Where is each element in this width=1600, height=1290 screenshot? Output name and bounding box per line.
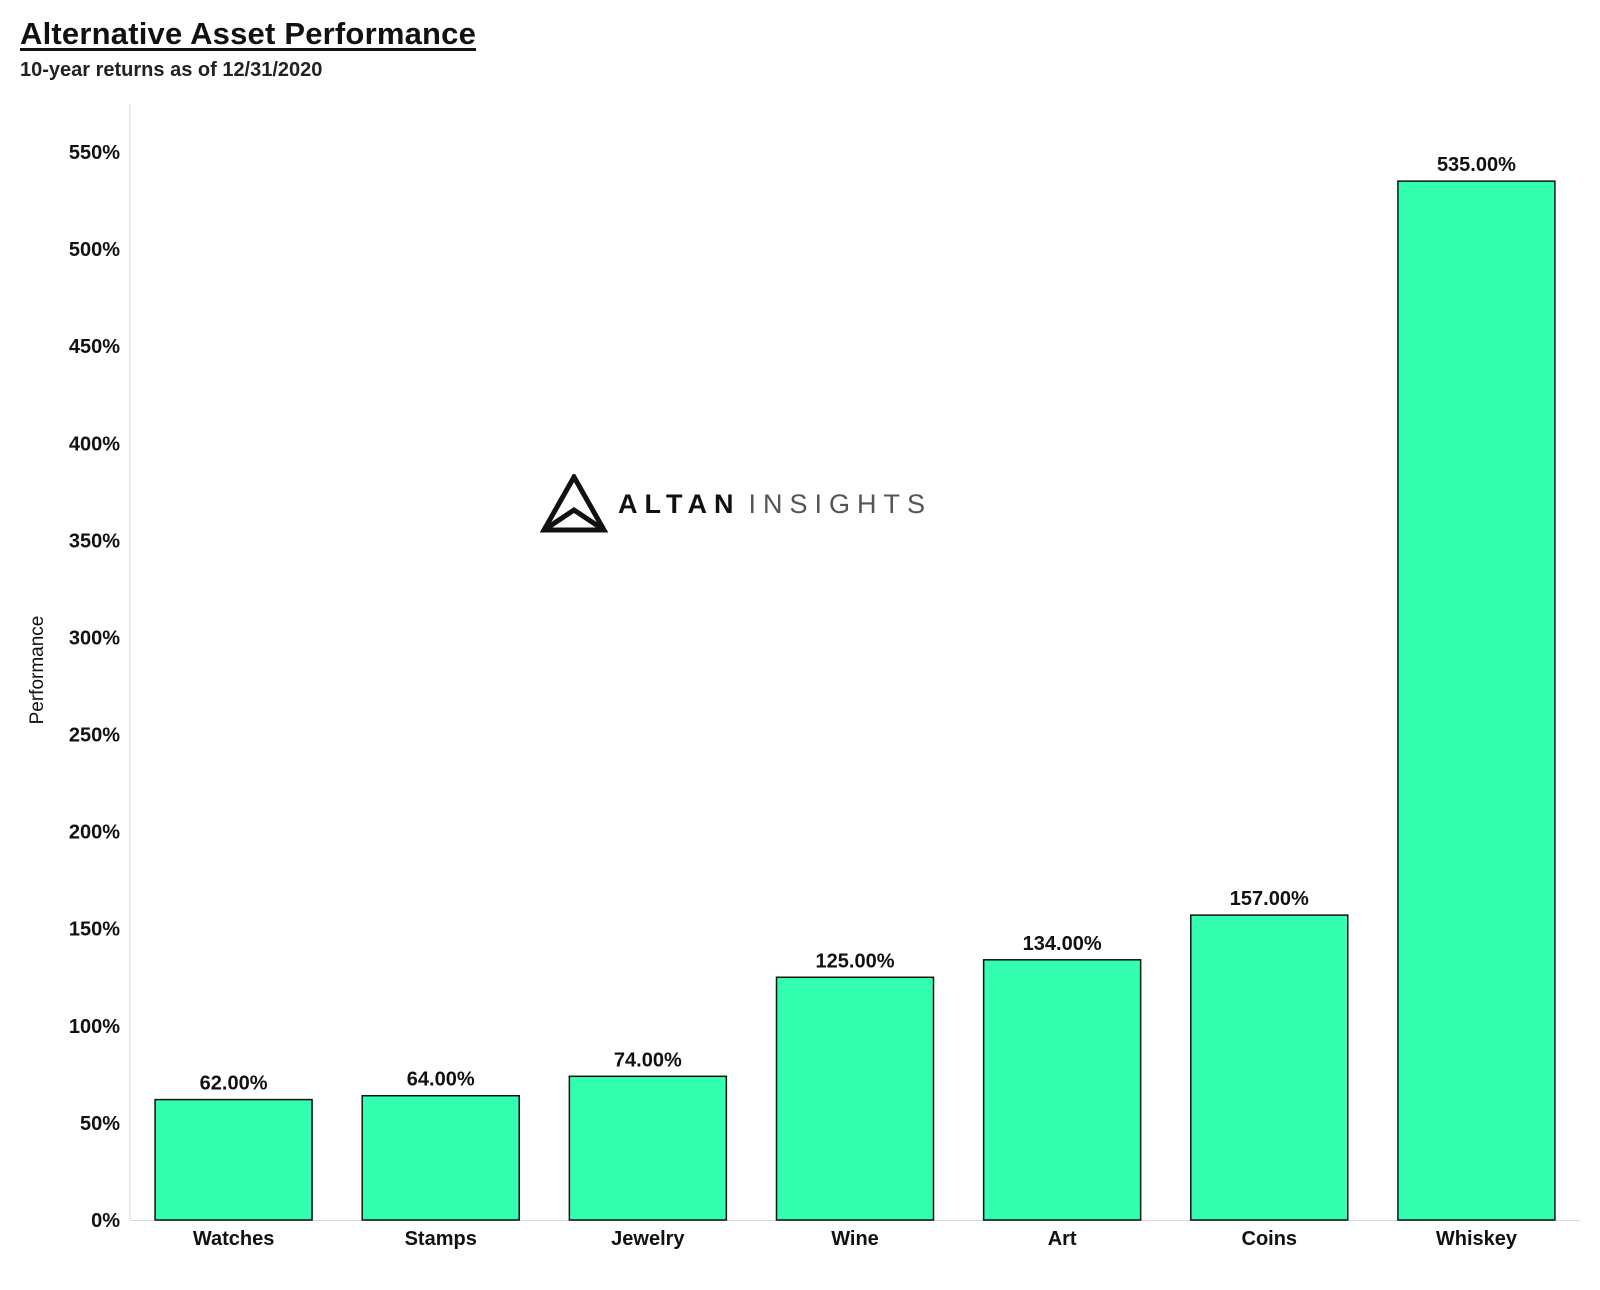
y-tick-label: 400% [69, 433, 120, 455]
x-tick-label-jewelry: Jewelry [611, 1228, 685, 1250]
x-tick-label-art: Art [1048, 1228, 1077, 1250]
bar-jewelry [568, 1075, 728, 1221]
x-tick-label-whiskey: Whiskey [1436, 1228, 1518, 1250]
bar-art [982, 959, 1142, 1221]
y-tick-label: 350% [69, 530, 120, 552]
x-tick-label-stamps: Stamps [405, 1228, 477, 1250]
x-tick-label-watches: Watches [193, 1228, 275, 1250]
bar-watches [154, 1098, 313, 1221]
y-tick-label: 250% [69, 725, 120, 747]
y-tick-label: 100% [69, 1016, 120, 1038]
data-label-jewelry: 74.00% [614, 1049, 682, 1071]
logo-word-altan: ALTAN [618, 488, 741, 519]
y-tick-label: 300% [69, 627, 120, 649]
data-label-stamps: 64.00% [407, 1069, 475, 1091]
bar-stamps [361, 1094, 520, 1221]
y-tick-label: 450% [69, 336, 120, 358]
data-labels: 62.00% 64.00% 74.00% 125.00% 134.00% 157.00% 5… [200, 154, 1516, 1094]
bar-coins [1190, 914, 1349, 1221]
triangle-logo-icon [540, 474, 608, 533]
bar-series [154, 180, 1556, 1221]
y-tick-label: 0% [91, 1210, 120, 1232]
data-label-whiskey: 535.00% [1437, 154, 1516, 176]
y-axis-ticks: 0% 50% 100% 150% 200% 250% 300% 350% 400% 450% 500… [69, 142, 120, 1232]
data-label-wine: 125.00% [816, 950, 895, 972]
y-tick-label: 200% [69, 822, 120, 844]
data-label-art: 134.00% [1023, 933, 1102, 955]
watermark-logo: ALTAN INSIGHTS [540, 474, 932, 534]
y-tick-label: 550% [69, 142, 120, 164]
y-tick-label: 500% [69, 239, 120, 261]
y-tick-label: 50% [80, 1113, 120, 1135]
logo-word-insights: INSIGHTS [748, 488, 932, 519]
x-tick-label-wine: Wine [831, 1228, 879, 1250]
chart-title: Alternative Asset Performance [20, 16, 477, 51]
chart-subtitle: 10-year returns as of 12/31/2020 [20, 59, 323, 81]
data-label-watches: 62.00% [200, 1073, 268, 1095]
data-label-coins: 157.00% [1230, 888, 1309, 910]
bar-wine [775, 976, 935, 1221]
bar-whiskey [1397, 180, 1556, 1221]
y-tick-label: 150% [69, 919, 120, 941]
x-axis-ticks: Watches Stamps Jewelry Wine Art Coins Whiskey [193, 1228, 1518, 1250]
x-tick-label-coins: Coins [1242, 1228, 1298, 1250]
